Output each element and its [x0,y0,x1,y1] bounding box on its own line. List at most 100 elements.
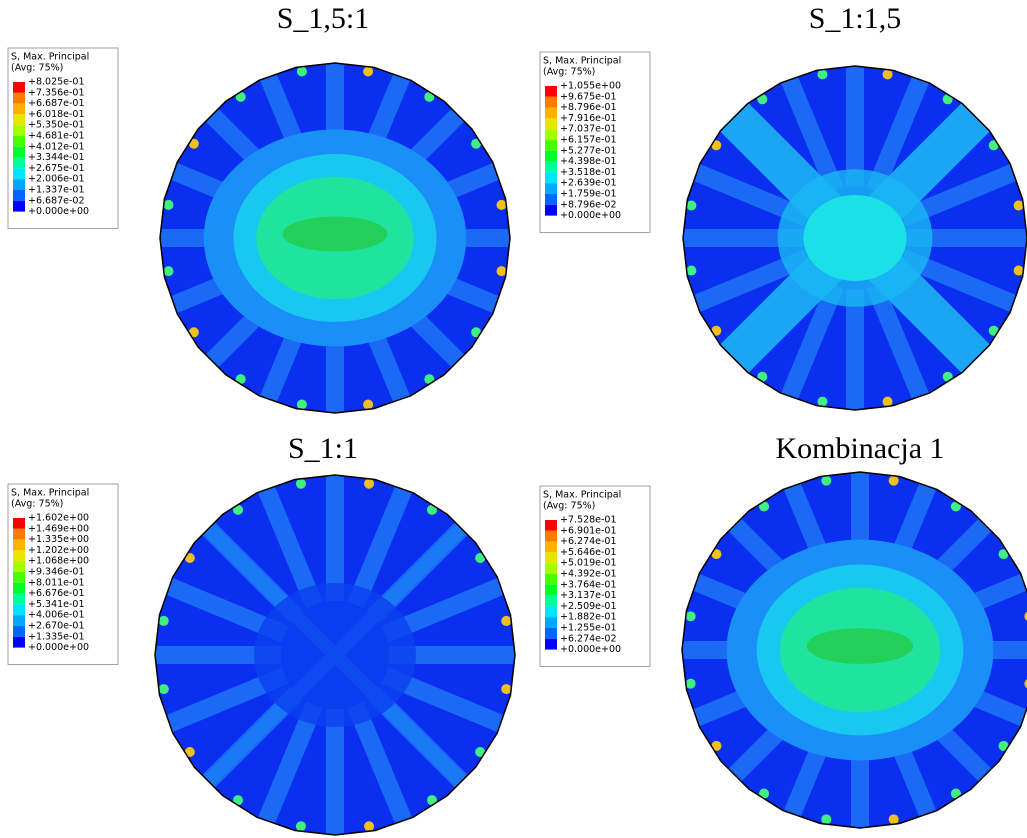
legend-swatch [13,626,25,637]
legend-label: +0.000e+00 [560,210,621,221]
legend-swatch [545,595,557,607]
hot-spot [686,265,697,276]
hot-spot [295,821,306,832]
hot-spot [950,788,961,799]
legend-label: +5.341e-01 [28,599,85,610]
legend-label: +2.509e-01 [560,601,617,612]
hot-spot [295,478,306,489]
legend-swatch [545,563,557,574]
legend-swatch [13,125,25,136]
legend-swatch [545,628,557,639]
hot-spot [471,138,482,149]
model-outline [682,65,1027,411]
legend-label: +6.687e-02 [28,195,85,206]
hot-spot [158,684,169,695]
legend-label: +6.274e-02 [560,633,617,644]
stress-band [257,485,323,609]
hot-spot [759,501,770,512]
legend-swatch [13,636,25,648]
contour [803,195,907,281]
legend-label: +6.018e-01 [28,109,85,120]
legend-label: +9.346e-01 [28,567,85,578]
legend-label: +6.687e-01 [28,98,85,109]
hot-spot [184,552,195,563]
hot-spot [163,266,174,277]
hot-spot [363,66,374,77]
hot-spot [163,199,174,210]
hot-spot [501,615,512,626]
hot-spot [821,814,832,825]
hot-spot [882,69,893,80]
legend-label: +1.335e-01 [28,631,85,642]
legend-box [7,483,119,665]
legend-title: S, Max. Principal [11,52,89,63]
legend-label: +2.006e-01 [28,174,85,185]
panel-title: S_1:1 [288,432,358,465]
hot-spot [232,795,243,806]
hot-spot [888,475,899,486]
panel-title: S_1,5:1 [277,2,370,35]
legend-swatch [13,82,25,93]
hot-spot [235,374,246,385]
legend-label: +4.006e-01 [28,610,85,621]
legend-swatch [545,606,557,618]
legend-label: +0.000e+00 [28,642,89,653]
hot-spot [475,747,486,758]
hot-spot [686,200,697,211]
hot-spot [496,266,507,277]
legend-swatch [545,86,557,97]
legend-swatch [13,168,25,180]
legend-swatch [545,172,557,184]
legend-label: +8.796e-01 [560,102,617,113]
legend-title: S, Max. Principal [543,56,621,67]
legend-label: +7.356e-01 [28,87,85,98]
legend-label: +6.676e-01 [28,588,85,599]
hot-spot [364,478,375,489]
legend-label: +1.068e+00 [28,556,89,567]
legend-label: +3.764e-01 [560,579,617,590]
legend-label: +8.011e-01 [28,577,85,588]
legend-label: +0.000e+00 [560,644,621,655]
hot-spot [998,549,1009,560]
legend-label: +1.202e+00 [28,545,89,556]
legend-swatch [545,161,557,173]
legend-swatch [545,129,557,140]
legend-swatch [13,92,25,104]
hot-spot [950,501,961,512]
legend-swatch [545,638,557,650]
hot-spot [759,788,770,799]
stress-band [866,282,930,401]
hot-spot [296,399,307,410]
legend-swatch [545,552,557,564]
hot-spot [711,549,722,560]
legend-label: +6.901e-01 [560,525,617,536]
stress-band [866,75,930,194]
legend-swatch [13,136,25,147]
legend-swatch [13,572,25,583]
legend-swatch [545,541,557,553]
legend-label: +4.398e-01 [560,156,617,167]
hot-spot [296,66,307,77]
legend-label: +5.646e-01 [560,547,617,558]
legend-label: +8.796e-02 [560,199,617,210]
legend-label: +5.019e-01 [560,558,617,569]
legend-swatch [545,107,557,119]
legend-label: +7.528e-01 [560,515,617,526]
hot-spot [711,740,722,751]
hot-spot [424,374,435,385]
legend-label: +2.675e-01 [28,163,85,174]
hot-spot [821,475,832,486]
hot-spot [158,615,169,626]
legend-swatch [545,118,557,130]
legend-swatch [13,114,25,126]
hot-spot [685,611,696,622]
hot-spot [882,396,893,407]
legend-title: S, Max. Principal [11,488,89,499]
hot-spot [427,504,438,515]
hot-spot [424,91,435,102]
hot-spot [817,69,828,80]
legend-swatch [13,179,25,190]
panel-title: S_1:1,5 [809,2,902,35]
legend-label: +8.025e-01 [28,77,85,88]
legend-swatch [545,183,557,194]
